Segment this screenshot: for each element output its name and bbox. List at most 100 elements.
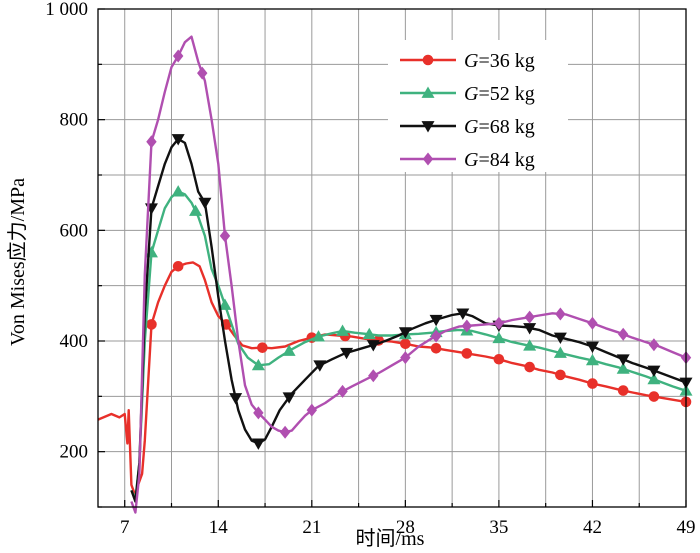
series-line — [97, 261, 687, 498]
data-point — [461, 319, 473, 333]
legend-variable: G — [464, 116, 479, 138]
legend-value: =68 kg — [478, 116, 534, 138]
data-point — [337, 384, 348, 398]
data-point — [197, 66, 208, 80]
data-point — [146, 135, 157, 149]
data-point — [523, 339, 537, 351]
data-point — [251, 358, 265, 371]
legend-label: G=84 kg — [464, 149, 535, 171]
y-tick-label: 200 — [60, 442, 89, 463]
data-point — [524, 361, 535, 373]
data-point — [648, 391, 660, 402]
plot-frame — [97, 8, 687, 508]
data-point — [189, 204, 203, 216]
data-point — [146, 319, 157, 330]
legend-variable: G — [464, 83, 479, 105]
data-point — [617, 385, 629, 396]
x-tick-label: 49 — [677, 517, 696, 538]
series-line — [130, 137, 687, 503]
data-point — [617, 327, 629, 341]
legend-value: =84 kg — [478, 149, 534, 171]
x-tick-label: 21 — [302, 517, 321, 538]
x-axis-title: 时间/ms — [356, 527, 425, 550]
data-point — [523, 323, 537, 335]
data-point — [585, 353, 599, 366]
legend-entry: G=52 kg — [400, 83, 535, 105]
data-point — [648, 338, 660, 352]
data-point — [493, 316, 505, 330]
legend-entry: G=68 kg — [400, 116, 535, 138]
x-tick-label: 7 — [120, 517, 130, 538]
data-point — [524, 310, 535, 324]
legend-variable: G — [464, 149, 479, 171]
data-point — [172, 49, 184, 63]
legend: G=36 kgG=52 kgG=68 kgG=84 kg — [388, 40, 568, 172]
data-point — [585, 341, 599, 354]
data-point — [400, 351, 411, 365]
data-point — [493, 353, 505, 365]
legend-marker — [421, 86, 435, 98]
data-point — [616, 354, 630, 366]
y-axis-title: Von Mises应力/MPa — [6, 178, 29, 346]
legend-marker — [422, 152, 434, 166]
data-point — [456, 308, 470, 320]
x-tick-label: 28 — [396, 517, 415, 538]
series-3 — [130, 134, 693, 503]
legend-label: G=36 kg — [464, 50, 535, 72]
data-point — [429, 314, 443, 327]
data-point — [647, 372, 661, 385]
legend-value: =36 kg — [478, 50, 534, 72]
data-point — [587, 316, 598, 330]
legend-value: =52 kg — [478, 83, 534, 105]
data-point — [229, 393, 243, 405]
y-tick-label: 400 — [60, 331, 89, 352]
data-point — [251, 438, 265, 450]
data-point — [257, 342, 268, 353]
data-point — [553, 346, 567, 358]
data-point — [430, 329, 442, 343]
data-point — [492, 331, 506, 344]
data-point — [198, 197, 212, 210]
data-point — [430, 343, 442, 354]
data-point — [171, 185, 185, 197]
data-point — [218, 298, 232, 310]
x-tick-label: 42 — [583, 517, 602, 538]
series-4 — [130, 35, 692, 514]
legend-marker — [422, 54, 434, 66]
data-point — [398, 327, 412, 339]
axis-ticks: 7 14 21 28 35 42 49 200 400 600 800 1 000 — [45, 0, 695, 538]
y-tick-label: 600 — [60, 220, 89, 241]
data-point — [461, 348, 473, 359]
data-point — [282, 344, 296, 356]
data-point — [587, 378, 598, 389]
data-point — [312, 330, 325, 342]
data-point — [616, 362, 630, 374]
data-point — [555, 369, 566, 381]
data-point — [219, 229, 231, 243]
data-point — [279, 425, 291, 439]
legend-marker — [421, 121, 435, 133]
x-tick-label: 35 — [489, 517, 508, 538]
legend-box — [388, 40, 568, 172]
data-point — [366, 340, 380, 352]
x-tick-label: 14 — [209, 517, 229, 538]
data-point — [400, 338, 411, 350]
legend-entry: G=36 kg — [400, 50, 535, 72]
y-tick-label: 1 000 — [45, 0, 88, 20]
data-point — [555, 307, 566, 321]
legend-label: G=68 kg — [464, 116, 535, 138]
legend-entry: G=84 kg — [400, 149, 535, 171]
series-1 — [97, 261, 692, 498]
legend-label: G=52 kg — [464, 83, 535, 105]
data-point — [368, 369, 379, 383]
data-point — [336, 324, 350, 336]
data-point — [306, 403, 318, 417]
data-point — [553, 332, 567, 344]
legend-variable: G — [464, 50, 479, 72]
data-point — [362, 327, 376, 340]
data-point — [340, 347, 354, 360]
series-2 — [130, 185, 693, 500]
data-point — [647, 365, 661, 378]
data-point — [171, 134, 185, 146]
